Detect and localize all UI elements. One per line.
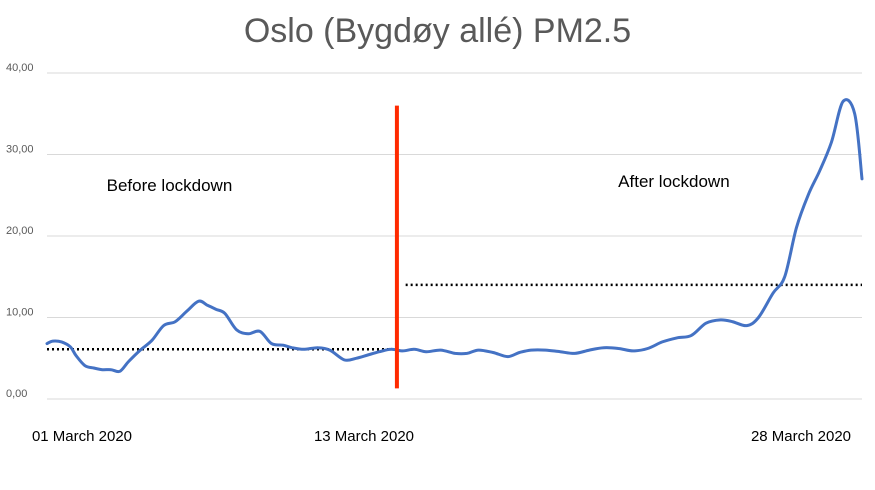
annotation-label: Before lockdown xyxy=(107,176,233,195)
y-tick-label: 40,00 xyxy=(6,62,34,74)
x-tick-label: 01 March 2020 xyxy=(32,428,132,445)
x-tick-label: 13 March 2020 xyxy=(314,428,414,445)
y-tick-label: 10,00 xyxy=(6,307,34,319)
y-tick-label: 0,00 xyxy=(6,388,27,400)
pm25-series-line xyxy=(45,98,864,374)
chart-title: Oslo (Bygdøy allé) PM2.5 xyxy=(243,12,632,50)
annotation-label: After lockdown xyxy=(618,172,730,191)
y-tick-label: 20,00 xyxy=(6,225,34,237)
x-tick-label: 28 March 2020 xyxy=(751,428,851,445)
y-tick-label: 30,00 xyxy=(6,144,34,156)
